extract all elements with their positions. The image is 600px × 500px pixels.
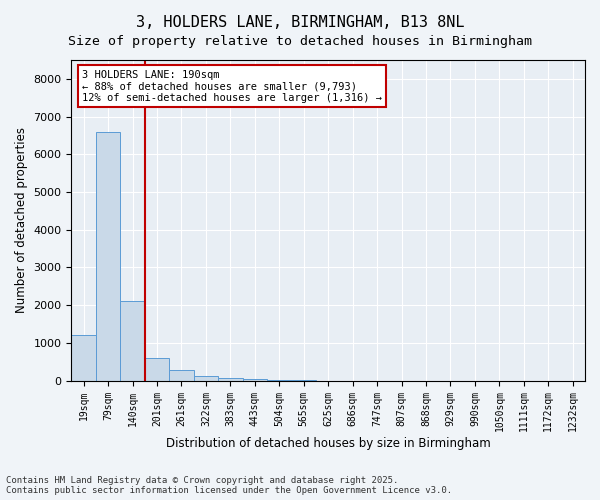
Bar (194, 376, 218, 380)
Bar (71, 336, 96, 380)
Text: Contains HM Land Registry data © Crown copyright and database right 2025.
Contai: Contains HM Land Registry data © Crown c… (6, 476, 452, 495)
Bar (121, 302, 145, 380)
Text: 3 HOLDERS LANE: 190sqm
← 88% of detached houses are smaller (9,793)
12% of semi-: 3 HOLDERS LANE: 190sqm ← 88% of detached… (82, 70, 382, 103)
Text: 3, HOLDERS LANE, BIRMINGHAM, B13 8NL: 3, HOLDERS LANE, BIRMINGHAM, B13 8NL (136, 15, 464, 30)
Bar (218, 378, 242, 380)
Bar (169, 370, 194, 380)
Y-axis label: Number of detached properties: Number of detached properties (15, 128, 28, 314)
Bar (145, 358, 169, 380)
Bar (96, 132, 121, 380)
Bar (242, 379, 267, 380)
X-axis label: Distribution of detached houses by size in Birmingham: Distribution of detached houses by size … (166, 437, 491, 450)
Text: Size of property relative to detached houses in Birmingham: Size of property relative to detached ho… (68, 35, 532, 48)
